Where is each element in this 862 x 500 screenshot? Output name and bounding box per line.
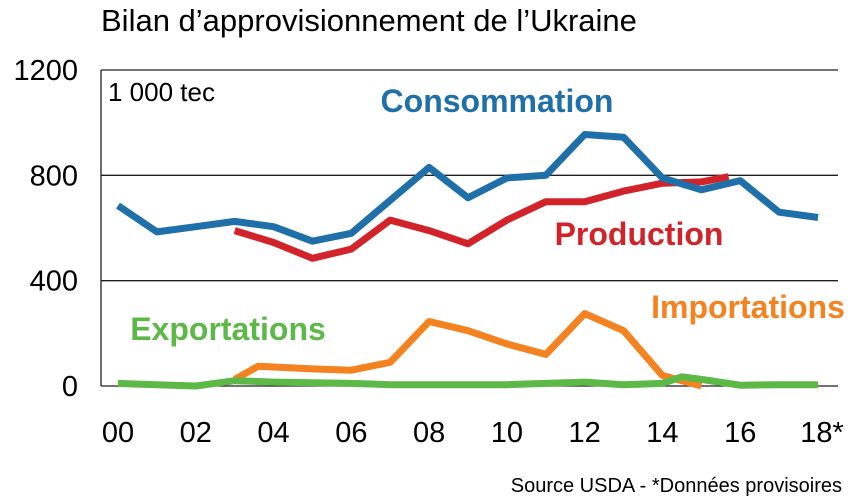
x-tick-label: 18* <box>800 417 844 449</box>
series-line-consommation <box>116 131 819 245</box>
series-label-importations: Importations <box>651 289 845 325</box>
series-labels: Consommation Production Importations Export… <box>130 83 845 347</box>
y-tick-label: 0 <box>62 371 78 403</box>
unit-label: 1 000 tec <box>108 77 215 107</box>
x-tick-label: 12 <box>569 417 601 449</box>
series-lines <box>116 131 819 390</box>
y-tick-label: 1200 <box>13 55 78 87</box>
x-tick-label: 10 <box>491 417 523 449</box>
x-tick-label: 14 <box>646 417 678 449</box>
x-tick-label: 04 <box>257 417 289 449</box>
x-tick-label: 06 <box>335 417 367 449</box>
y-axis-ticks: 0 400 800 1200 <box>13 55 78 403</box>
source-note: Source USDA - *Données provisoires <box>511 475 842 497</box>
chart-title: Bilan d’approvisionnement de l’Ukraine <box>101 3 637 38</box>
series-line-importations <box>232 310 703 390</box>
series-label-consommation: Consommation <box>381 83 614 119</box>
x-tick-label: 02 <box>180 417 212 449</box>
series-line-exportations <box>117 373 818 390</box>
y-tick-label: 400 <box>30 266 78 298</box>
x-tick-label: 00 <box>102 417 134 449</box>
x-tick-label: 16 <box>724 417 756 449</box>
y-tick-label: 800 <box>30 160 78 192</box>
series-label-exportations: Exportations <box>130 311 326 347</box>
series-line-production <box>233 173 730 262</box>
series-label-production: Production <box>555 216 724 252</box>
x-axis-ticks: 00 02 04 06 08 10 12 14 16 18* <box>102 417 844 449</box>
x-tick-label: 08 <box>413 417 445 449</box>
